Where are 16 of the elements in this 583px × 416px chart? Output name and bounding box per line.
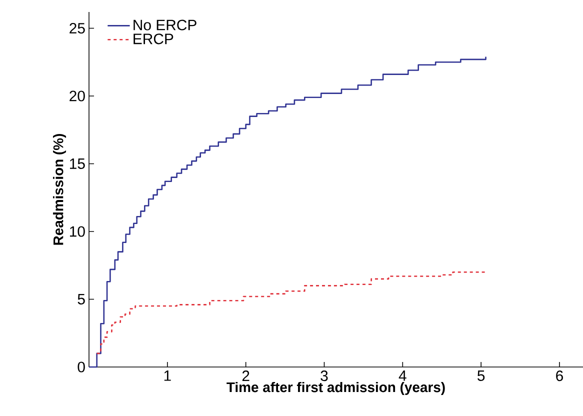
x-tick-label: 4 — [398, 370, 406, 381]
x-tick-label: 5 — [478, 370, 485, 381]
y-tick-label: 0 — [78, 362, 85, 372]
x-tick-label: 2 — [242, 370, 250, 381]
x-axis-title: Time after first admission (years) — [226, 382, 445, 395]
legend-label: ERCP — [134, 34, 174, 44]
y-tick-label: 25 — [70, 22, 85, 34]
x-tick-label: 3 — [320, 370, 328, 382]
y-tick-label: 10 — [70, 226, 85, 237]
y-tick-label: 20 — [70, 90, 85, 102]
x-tick-label: 1 — [164, 370, 171, 381]
y-axis-title: Readmission (%) — [53, 134, 66, 245]
y-tick-label: 15 — [70, 158, 85, 169]
y-tick-label: 5 — [78, 294, 85, 304]
legend-label: No ERCP — [134, 20, 196, 30]
x-tick-label: 6 — [556, 370, 563, 382]
